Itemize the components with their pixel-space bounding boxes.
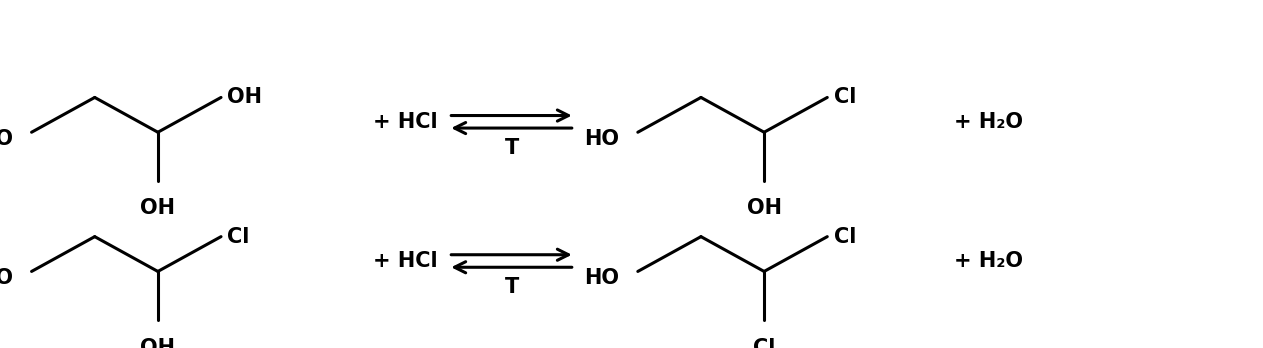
Text: OH: OH [227, 87, 263, 108]
Text: OH: OH [140, 338, 176, 348]
Text: HO: HO [584, 268, 619, 288]
Text: OH: OH [746, 198, 782, 218]
Text: Cl: Cl [834, 227, 856, 247]
Text: Cl: Cl [834, 87, 856, 108]
Text: T: T [504, 277, 519, 297]
Text: Cl: Cl [227, 227, 250, 247]
Text: + H₂O: + H₂O [954, 112, 1023, 132]
Text: HO: HO [0, 129, 13, 149]
Text: Cl: Cl [753, 338, 775, 348]
Text: T: T [504, 138, 519, 158]
Text: + H₂O: + H₂O [954, 251, 1023, 271]
Text: OH: OH [140, 198, 176, 218]
Text: HO: HO [584, 129, 619, 149]
Text: HO: HO [0, 268, 13, 288]
Text: + HCl: + HCl [373, 112, 437, 132]
Text: + HCl: + HCl [373, 251, 437, 271]
